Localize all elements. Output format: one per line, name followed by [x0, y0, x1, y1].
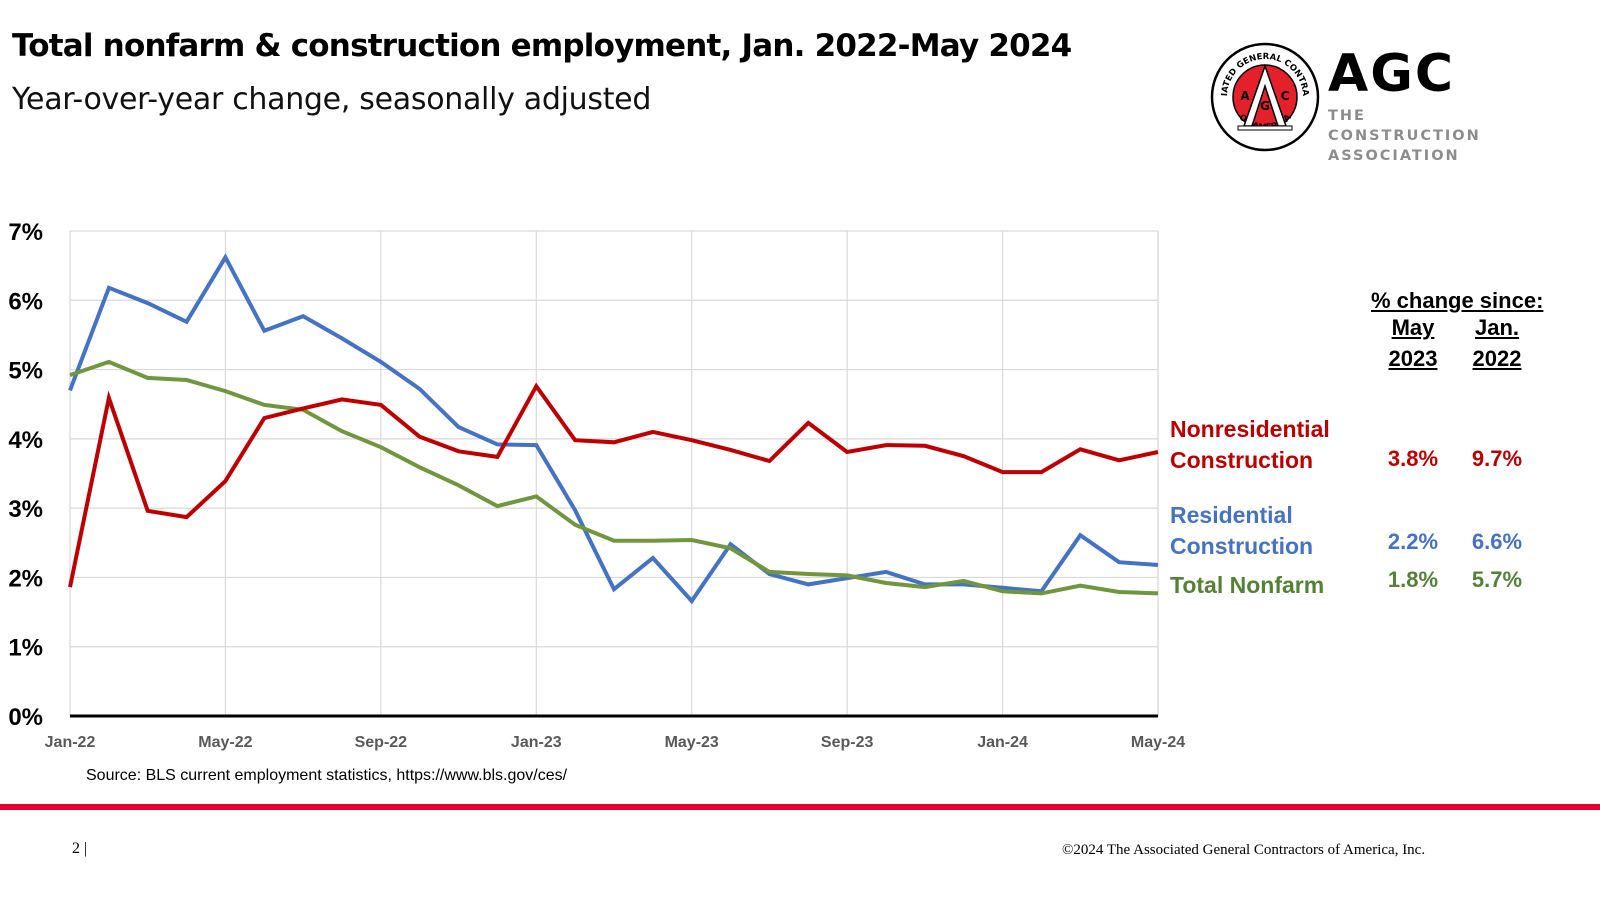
column-header-may-2023: May 2023	[1378, 312, 1448, 374]
y-tick-label: 1%	[8, 635, 43, 662]
column-header-line2: 2022	[1472, 346, 1522, 371]
x-tick-label: Sep-22	[355, 734, 408, 751]
x-axis-ticks: Jan-22 May-22 Sep-22 Jan-23 May-23 Sep-23 Jan-…	[45, 734, 1186, 751]
column-header-line2: 2023	[1388, 346, 1438, 371]
percent-change-table: % change since: May 2023 Jan. 2022 Nonre…	[1160, 288, 1560, 608]
agc-seal-icon: ASSOCIATED GENERAL CONTRACTORS OF AMERIC…	[1210, 42, 1320, 152]
x-tick-label: May-23	[665, 734, 719, 751]
row-label-line1: Residential	[1170, 502, 1293, 528]
column-header-line1: May	[1391, 315, 1435, 340]
y-tick-label: 2%	[8, 565, 43, 592]
y-tick-label: 3%	[8, 496, 43, 523]
row-label-line2: Construction	[1170, 533, 1314, 559]
column-header-jan-2022: Jan. 2022	[1462, 312, 1532, 374]
x-tick-label: Sep-23	[821, 734, 874, 751]
agc-tagline-line-1: THE CONSTRUCTION	[1328, 108, 1481, 144]
series-line-total-nonfarm	[69, 359, 1159, 596]
row-label-line1: Nonresidential	[1170, 416, 1330, 442]
agc-tagline-line-2: ASSOCIATION	[1328, 148, 1460, 164]
row-label-line2: Construction	[1170, 447, 1314, 473]
row-label-residential: Residential Construction	[1170, 500, 1313, 562]
value-total-nonfarm-jan-2022: 5.7%	[1471, 567, 1523, 592]
series-line-residential-construction	[68, 253, 1159, 605]
row-label-nonresidential: Nonresidential Construction	[1170, 414, 1330, 476]
row-label-total-nonfarm: Total Nonfarm	[1170, 572, 1325, 598]
source-note: Source: BLS current employment statistic…	[86, 767, 568, 784]
seal-letter-c: C	[1281, 89, 1290, 103]
value-residential-jan-2022: 6.6%	[1471, 529, 1523, 554]
slide-title: Total nonfarm & construction employment,…	[12, 28, 1072, 64]
page-number: 2 |	[72, 840, 88, 857]
value-total-nonfarm-may-2023: 1.8%	[1387, 567, 1439, 592]
x-tick-label: May-24	[1131, 734, 1185, 751]
x-tick-label: Jan-23	[511, 734, 562, 751]
y-tick-label: 7%	[8, 219, 43, 246]
gridlines	[69, 230, 1159, 716]
x-tick-label: Jan-22	[45, 734, 96, 751]
line-chart: 0%1%2%3%4%5%6%7% Jan-22 May-22 Sep-22 Jan-2…	[8, 219, 1186, 751]
column-header-line1: Jan.	[1474, 315, 1520, 340]
y-tick-label: 5%	[8, 358, 43, 385]
x-tick-label: May-22	[198, 734, 252, 751]
agc-logo: ASSOCIATED GENERAL CONTRACTORS OF AMERIC…	[1210, 42, 1510, 164]
slide-subtitle: Year-over-year change, seasonally adjust…	[12, 82, 652, 117]
y-axis-ticks: 0% 1% 2% 3% 4% 5% 6% 7%	[8, 219, 43, 731]
y-tick-label: 6%	[8, 288, 43, 315]
x-tick-label: Jan-24	[977, 734, 1028, 751]
agc-wordmark: AGC	[1328, 44, 1456, 104]
seal-letter-g: G	[1260, 99, 1270, 113]
seal-letter-a: A	[1240, 89, 1250, 103]
series-line-nonresidential-construction	[68, 382, 1159, 588]
table-header: % change since:	[1371, 288, 1544, 313]
agc-tagline: THE CONSTRUCTION ASSOCIATION	[1328, 106, 1510, 166]
value-nonresidential-jan-2022: 9.7%	[1471, 446, 1523, 471]
footer-accent-bar	[0, 804, 1600, 810]
y-tick-label: 0%	[8, 704, 43, 731]
value-nonresidential-may-2023: 3.8%	[1387, 446, 1439, 471]
copyright-notice: ©2024 The Associated General Contractors…	[1062, 842, 1426, 858]
series-lines	[68, 253, 1159, 605]
y-tick-label: 4%	[8, 427, 43, 454]
value-residential-may-2023: 2.2%	[1387, 529, 1439, 554]
